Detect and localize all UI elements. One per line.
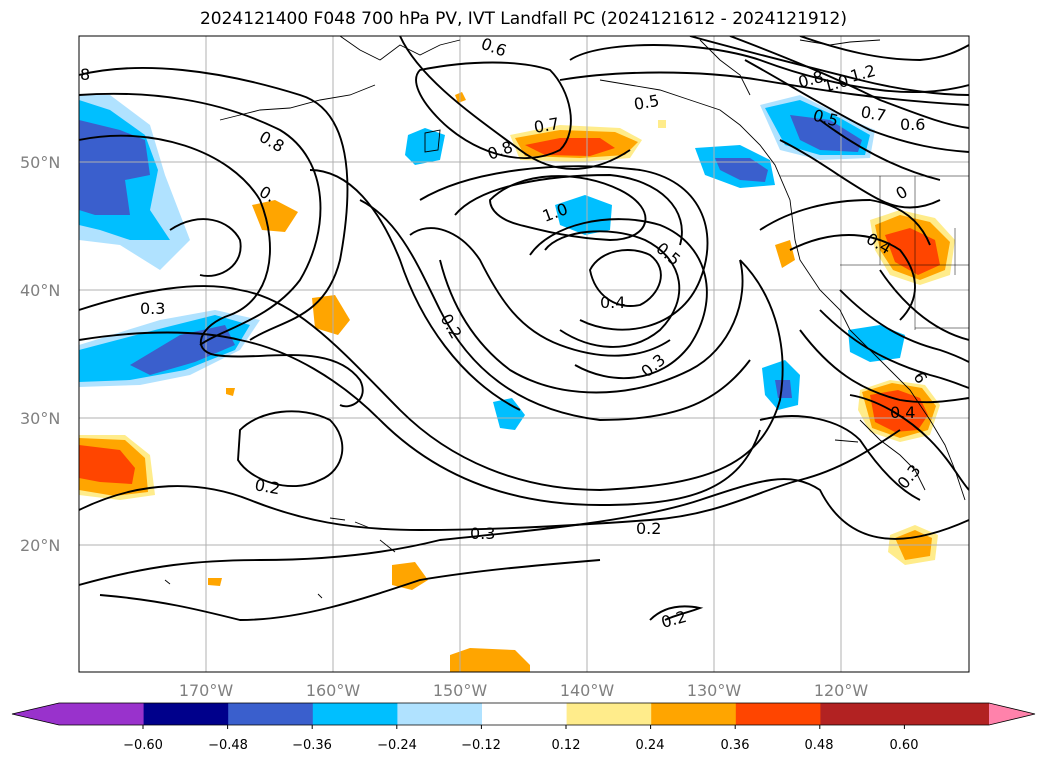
contour-label: 0.8 bbox=[796, 67, 826, 92]
shade-positive-cal bbox=[775, 240, 795, 268]
colorbar-segment bbox=[482, 703, 568, 725]
lat-label: 40°N bbox=[20, 281, 60, 300]
colorbar: −0.60 −0.48 −0.36 −0.24 −0.12 0.12 0.24 … bbox=[11, 702, 1036, 753]
colorbar-tick-label: 0.36 bbox=[721, 738, 750, 753]
shade-positive-small-3 bbox=[392, 562, 428, 590]
shade-negative-ne-dark bbox=[790, 115, 862, 152]
shade-positive-nevada-red bbox=[885, 228, 940, 275]
contour-label: 0.5 bbox=[632, 91, 660, 114]
map-area: 8 0.8 0. 0.3 0.6 0.5 0.7 0.8 1.0 0.5 0.4… bbox=[79, 34, 969, 672]
longitude-labels: 170°W 160°W 150°W 140°W 130°W 120°W bbox=[179, 681, 869, 700]
shade-positive-small-2 bbox=[312, 295, 350, 335]
latitude-labels: 50°N 40°N 30°N 20°N bbox=[20, 153, 60, 555]
colorbar-tick-label: 0.60 bbox=[890, 738, 919, 753]
shade-positive-pac-n-red bbox=[525, 138, 615, 156]
colorbar-tick-labels: −0.60 −0.48 −0.36 −0.24 −0.12 0.12 0.24 … bbox=[123, 738, 918, 753]
lon-label: 150°W bbox=[433, 681, 488, 700]
lat-label: 30°N bbox=[20, 409, 60, 428]
colorbar-segment bbox=[566, 703, 652, 725]
colorbar-segment bbox=[59, 703, 145, 725]
colorbar-outline bbox=[11, 702, 1036, 726]
shade-negative-center bbox=[555, 195, 612, 235]
colorbar-segment bbox=[820, 703, 989, 725]
political-borders bbox=[780, 175, 969, 330]
colorbar-ticks bbox=[142, 725, 905, 729]
colorbar-extend-high bbox=[989, 703, 1035, 725]
shade-positive-small-1 bbox=[252, 200, 298, 232]
shade-negative-small-2 bbox=[493, 398, 525, 430]
shade-positive-speck-4 bbox=[658, 120, 666, 128]
lat-label: 50°N bbox=[20, 153, 60, 172]
shade-negative-baja bbox=[848, 325, 905, 362]
contour-label: 0.4 bbox=[600, 293, 625, 312]
colorbar-tick-label: −0.12 bbox=[461, 738, 501, 753]
contour-label: 0.2 bbox=[636, 519, 661, 538]
colorbar-segment bbox=[312, 703, 398, 725]
coastlines bbox=[164, 36, 966, 599]
graticule bbox=[79, 36, 969, 672]
colorbar-tick-label: −0.60 bbox=[123, 738, 163, 753]
lon-label: 120°W bbox=[814, 681, 869, 700]
map-title: 2024121400 F048 700 hPa PV, IVT Landfall… bbox=[199, 9, 847, 29]
lon-label: 140°W bbox=[560, 681, 615, 700]
colorbar-tick-label: −0.48 bbox=[208, 738, 248, 753]
contour-label: 8 bbox=[80, 65, 90, 84]
shading-layer bbox=[79, 92, 955, 672]
shade-positive-speck-3 bbox=[226, 388, 235, 396]
shade-negative-offshore-dark bbox=[775, 380, 792, 398]
pv-contours bbox=[79, 36, 969, 621]
contour-label: 0.5 bbox=[652, 239, 684, 270]
colorbar-tick-label: 0.24 bbox=[636, 738, 665, 753]
shade-negative-nw-dark bbox=[79, 120, 150, 215]
contour-label: 0 bbox=[893, 182, 911, 204]
colorbar-segment bbox=[397, 703, 483, 725]
contour-label: 0.2 bbox=[253, 475, 281, 498]
lon-label: 170°W bbox=[179, 681, 234, 700]
shade-positive-sw-red bbox=[79, 445, 135, 484]
shade-negative-w-dark bbox=[130, 325, 235, 375]
contour-label: 0.7 bbox=[859, 102, 887, 125]
colorbar-tick-label: −0.36 bbox=[292, 738, 332, 753]
shade-negative-gulf-dark bbox=[715, 158, 768, 182]
contour-label: 0.3 bbox=[470, 524, 495, 543]
colorbar-segment bbox=[143, 703, 229, 725]
contour-label: 0.4 bbox=[890, 403, 915, 422]
colorbar-segment bbox=[651, 703, 737, 725]
contour-label: 0.6 bbox=[479, 34, 509, 61]
shade-positive-socal-red bbox=[870, 390, 928, 432]
contour-label: 0.6 bbox=[900, 115, 925, 134]
colorbar-segments bbox=[12, 703, 1035, 725]
contour-label: 0.3 bbox=[894, 461, 925, 493]
colorbar-segment bbox=[228, 703, 314, 725]
map-frame bbox=[78, 35, 970, 673]
colorbar-tick-label: 0.48 bbox=[805, 738, 834, 753]
lon-label: 160°W bbox=[306, 681, 361, 700]
contour-label: 0.3 bbox=[140, 299, 165, 318]
contour-label: 0.8 bbox=[485, 137, 515, 164]
colorbar-tick-label: −0.24 bbox=[377, 738, 417, 753]
contour-label: 0.7 bbox=[532, 114, 560, 137]
shade-positive-south bbox=[450, 648, 530, 672]
colorbar-segment bbox=[735, 703, 821, 725]
shade-positive-speck-2 bbox=[208, 578, 222, 586]
colorbar-extend-low bbox=[12, 703, 59, 725]
lat-label: 20°N bbox=[20, 536, 60, 555]
contour-label: 1.2 bbox=[848, 61, 878, 86]
colorbar-tick-label: 0.12 bbox=[552, 738, 581, 753]
lon-label: 130°W bbox=[687, 681, 742, 700]
